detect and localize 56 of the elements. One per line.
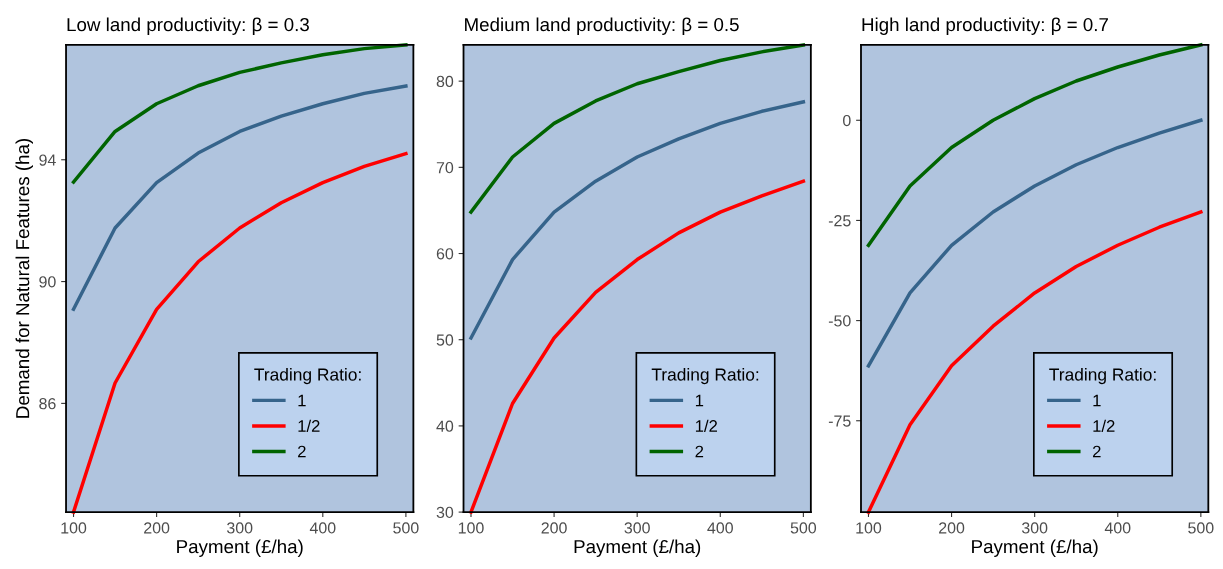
x-tick-label: 500 <box>790 522 817 534</box>
x-tick-label: 500 <box>393 522 419 534</box>
y-tick-label: -50 <box>828 315 851 327</box>
x-tick-label: 400 <box>309 522 336 534</box>
y-axis-title: Demand for Natural Features (ha) <box>15 138 33 418</box>
x-tick-label: 200 <box>144 522 170 534</box>
y-tick-label: 70 <box>436 161 454 174</box>
x-axis-title: Payment (£/ha) <box>972 539 1098 557</box>
y-tick-label: 94 <box>39 154 56 166</box>
legend-label: 1 <box>695 394 704 407</box>
chart-title: High land productivity: β = 0.7 <box>862 17 1108 35</box>
x-tick-label: 300 <box>624 522 650 534</box>
x-tick-label: 400 <box>707 522 733 534</box>
line-series <box>469 179 806 514</box>
line-series <box>866 118 1203 368</box>
y-tick-label: 30 <box>436 506 454 519</box>
y-tick-label: 40 <box>436 420 454 432</box>
legend-title: Trading Ratio: <box>1049 367 1156 385</box>
legend-label: 1 <box>1093 394 1101 407</box>
y-tick-label: 90 <box>39 276 56 288</box>
x-tick-label: 100 <box>61 522 87 534</box>
x-tick-label: 500 <box>1188 522 1214 534</box>
legend-label: 1/2 <box>1093 419 1115 432</box>
x-tick-label: 100 <box>458 522 484 534</box>
chart-title: Medium land productivity: β = 0.5 <box>465 17 739 35</box>
x-axis-title: Payment (£/ha) <box>574 539 701 557</box>
y-tick-label: 0 <box>843 114 851 127</box>
legend-label: 1/2 <box>298 419 320 432</box>
y-tick-label: -75 <box>828 415 851 427</box>
x-tick-label: 300 <box>226 522 253 534</box>
y-tick-label: -25 <box>828 215 851 227</box>
legend-label: 2 <box>695 445 704 458</box>
legend-title: Trading Ratio: <box>651 367 759 385</box>
line-series <box>71 151 408 514</box>
chart-title: Low land productivity: β = 0.3 <box>67 17 309 35</box>
x-axis-title: Payment (£/ha) <box>177 539 303 557</box>
y-tick-label: 60 <box>436 248 454 260</box>
legend-label: 2 <box>1092 445 1101 458</box>
legend-label: 2 <box>298 445 306 458</box>
y-tick-label: 80 <box>436 75 454 88</box>
line-series <box>469 100 806 340</box>
legend-title: Trading Ratio: <box>254 367 361 385</box>
line-series <box>866 210 1203 514</box>
line-series <box>866 43 1203 248</box>
x-tick-label: 200 <box>939 522 965 534</box>
x-tick-label: 400 <box>1104 522 1131 534</box>
line-series <box>469 43 806 214</box>
y-tick-label: 86 <box>39 398 56 410</box>
x-tick-label: 100 <box>856 522 882 534</box>
legend-label: 1/2 <box>695 419 718 432</box>
line-series <box>71 84 408 312</box>
legend-label: 1 <box>298 394 306 407</box>
line-series <box>71 43 408 184</box>
x-tick-label: 300 <box>1021 522 1048 534</box>
x-tick-label: 200 <box>541 522 567 534</box>
y-tick-label: 50 <box>436 334 454 346</box>
